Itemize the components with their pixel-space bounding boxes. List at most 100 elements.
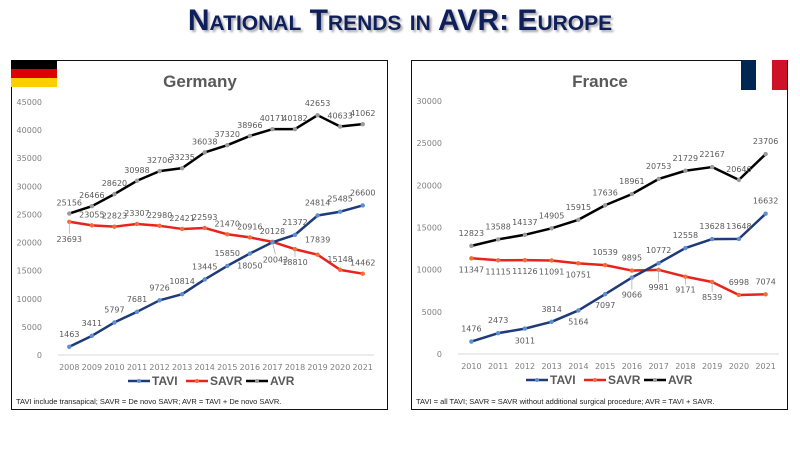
- data-label-savr: 9981: [648, 283, 668, 292]
- data-label-tavi: 13445: [192, 262, 217, 271]
- label-leader-line: [272, 242, 276, 255]
- germany-chart-panel: Germany 0 5000 10000 15000 20000 25000 30000 350…: [11, 60, 388, 410]
- x-tick-label: 2011: [488, 362, 508, 371]
- data-label-tavi: 3411: [82, 319, 102, 328]
- data-point-avr: [225, 142, 230, 148]
- data-point-tavi: [360, 203, 365, 208]
- x-tick-label: 2020: [330, 363, 350, 372]
- data-point-avr: [292, 126, 298, 132]
- x-tick-label: 2009: [82, 363, 102, 372]
- y-tick-label: 35000: [17, 154, 42, 163]
- y-tick-label: 0: [37, 351, 42, 360]
- data-label-tavi: 7097: [595, 301, 615, 310]
- data-label-tavi: 12558: [673, 231, 698, 240]
- data-label-avr: 18961: [619, 177, 644, 186]
- data-label-tavi: 3814: [541, 305, 561, 314]
- legend-marker: [653, 378, 657, 382]
- data-point-tavi: [602, 291, 608, 297]
- data-label-savr: 23693: [57, 235, 82, 244]
- legend-item-tavi: TAVI: [128, 374, 178, 388]
- data-point-avr: [360, 121, 365, 127]
- data-label-avr: 42653: [305, 99, 330, 108]
- data-point-avr: [202, 150, 207, 155]
- flag-stripe-black: [11, 60, 57, 69]
- data-label-savr: 14462: [350, 259, 375, 268]
- data-label-tavi: 2473: [488, 316, 508, 325]
- data-point-tavi: [67, 344, 72, 349]
- x-tick-label: 2014: [568, 362, 588, 371]
- y-tick-label: 15000: [417, 224, 442, 233]
- x-tick-label: 2020: [729, 362, 749, 371]
- data-label-avr: 21729: [673, 154, 698, 163]
- france-chart: France 0 5000 10000 15000 20000 25000 30000 2010…: [417, 72, 779, 387]
- data-point-savr: [247, 235, 253, 240]
- data-point-tavi: [179, 292, 185, 297]
- data-label-tavi: 10814: [169, 277, 194, 286]
- data-label-avr: 17636: [592, 188, 617, 197]
- legend-label: SAVR: [210, 374, 243, 388]
- data-point-tavi: [337, 209, 343, 214]
- data-point-avr: [270, 126, 275, 132]
- data-point-tavi: [315, 213, 320, 218]
- france-chart-panel: France 0 5000 10000 15000 20000 25000 30000 2010…: [411, 60, 788, 410]
- flag-stripe-white: [756, 60, 772, 90]
- flag-stripe-red: [771, 60, 787, 90]
- data-label-savr: 22980: [147, 211, 172, 220]
- data-label-avr: 14905: [539, 211, 564, 220]
- legend-marker: [535, 378, 539, 382]
- data-point-avr: [576, 217, 581, 222]
- data-point-savr: [522, 257, 528, 263]
- series-line-savr: [69, 220, 363, 275]
- y-tick-label: 10000: [17, 295, 42, 304]
- data-point-tavi: [292, 232, 298, 238]
- y-tick-label: 25000: [417, 139, 442, 148]
- y-tick-label: 5000: [422, 308, 442, 317]
- series-line-tavi: [471, 212, 767, 343]
- data-point-savr: [179, 226, 185, 232]
- data-label-avr: 14137: [512, 218, 537, 227]
- data-label-savr: 7074: [755, 277, 775, 286]
- data-point-savr: [225, 232, 230, 237]
- data-label-savr: 21470: [215, 219, 240, 228]
- data-label-tavi: 9726: [149, 283, 169, 292]
- data-label-savr: 10539: [592, 248, 617, 257]
- x-tick-label: 2010: [461, 362, 481, 371]
- legend-label: TAVI: [550, 373, 576, 387]
- data-point-avr: [247, 133, 253, 139]
- x-tick-label: 2018: [675, 362, 695, 371]
- data-point-tavi: [576, 308, 581, 313]
- data-point-tavi: [522, 326, 528, 331]
- data-point-tavi: [763, 211, 768, 216]
- x-tick-label: 2013: [172, 363, 192, 372]
- data-label-savr: 10751: [566, 270, 591, 279]
- data-label-savr: 22421: [169, 214, 194, 223]
- y-tick-label: 20000: [17, 239, 42, 248]
- x-tick-label: 2012: [149, 363, 169, 372]
- data-point-tavi: [495, 330, 501, 336]
- data-label-tavi: 1463: [59, 330, 79, 339]
- legend-marker: [255, 379, 259, 383]
- data-point-avr: [602, 203, 608, 208]
- data-label-avr: 22167: [699, 150, 724, 159]
- legend-item-tavi: TAVI: [526, 373, 576, 387]
- data-point-tavi: [469, 339, 474, 344]
- data-point-tavi: [247, 251, 253, 256]
- x-tick-label: 2016: [240, 363, 260, 372]
- x-tick-label: 2019: [307, 363, 327, 372]
- data-point-avr: [89, 204, 95, 209]
- data-label-tavi: 21372: [282, 218, 307, 227]
- data-point-avr: [709, 164, 715, 170]
- data-point-tavi: [202, 277, 207, 282]
- data-point-savr: [89, 223, 95, 228]
- data-label-savr: 11091: [539, 267, 564, 276]
- data-label-avr: 36038: [192, 137, 217, 146]
- legend-marker: [195, 379, 199, 383]
- data-label-savr: 17839: [305, 236, 330, 245]
- germany-chart: Germany 0 5000 10000 15000 20000 25000 30000 350…: [17, 72, 376, 388]
- x-tick-label: 2017: [262, 363, 282, 372]
- data-label-avr: 26466: [79, 191, 104, 200]
- data-point-savr: [602, 262, 608, 268]
- data-label-savr: 6998: [729, 278, 749, 287]
- france-footnote: TAVI = all TAVI; SAVR = SAVR without add…: [416, 397, 715, 406]
- data-label-tavi: 1476: [461, 325, 481, 334]
